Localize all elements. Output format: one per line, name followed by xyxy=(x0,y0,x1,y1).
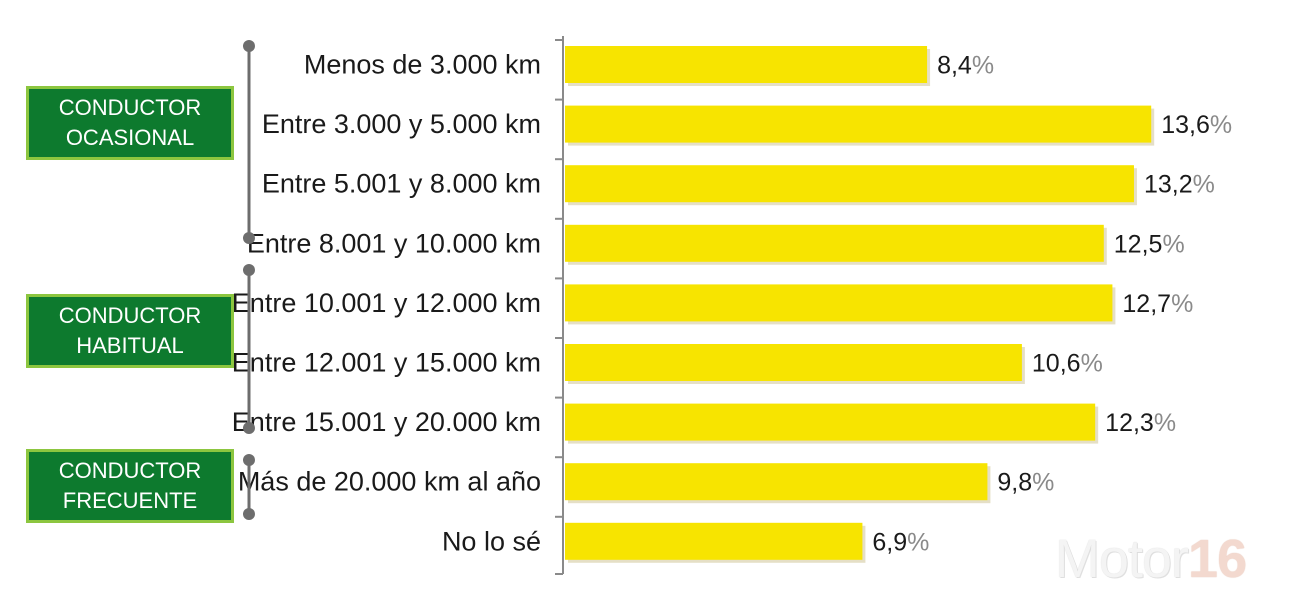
data-label: 12,7% xyxy=(1122,290,1193,318)
data-label: 9,8% xyxy=(997,469,1054,497)
bar xyxy=(565,165,1134,203)
data-label: 13,6% xyxy=(1161,111,1232,139)
group-bracket-dot xyxy=(243,422,255,434)
bar xyxy=(565,284,1113,322)
data-label: 8,4% xyxy=(937,52,994,80)
watermark-number: 16 xyxy=(1188,529,1247,589)
group-bracket-dot xyxy=(243,232,255,244)
bar xyxy=(565,224,1104,262)
data-label: 12,3% xyxy=(1105,409,1176,437)
bar xyxy=(565,463,988,501)
group-label-line: CONDUCTOR xyxy=(58,458,202,483)
group-bracket-dot xyxy=(243,454,255,466)
group-label-line: CONDUCTOR xyxy=(58,95,202,120)
bar xyxy=(565,105,1152,143)
group-label-line: HABITUAL xyxy=(76,333,184,358)
group-label-habitual: CONDUCTOR HABITUAL xyxy=(26,294,234,368)
data-label: 13,2% xyxy=(1144,171,1215,199)
category-label: Entre 5.001 y 8.000 km xyxy=(262,169,541,199)
category-label: Entre 3.000 y 5.000 km xyxy=(262,109,541,139)
group-label-ocasional: CONDUCTOR OCASIONAL xyxy=(26,86,234,160)
group-label-line: FRECUENTE xyxy=(62,488,198,513)
data-label: 12,5% xyxy=(1114,230,1185,258)
motor16-watermark-logo: Motor16 xyxy=(1055,528,1247,590)
watermark-text: Motor xyxy=(1055,529,1189,589)
category-label: Entre 12.001 y 15.000 km xyxy=(232,348,541,378)
group-bracket-dot xyxy=(243,508,255,520)
group-bracket-dot xyxy=(243,40,255,52)
bar xyxy=(565,522,863,560)
bar xyxy=(565,403,1096,441)
category-label: Entre 10.001 y 12.000 km xyxy=(232,288,541,318)
bar xyxy=(565,344,1022,381)
data-label: 10,6% xyxy=(1032,350,1103,378)
group-label-frecuente: CONDUCTOR FRECUENTE xyxy=(26,449,234,523)
data-label: 6,9% xyxy=(872,528,929,556)
group-bracket-dot xyxy=(243,264,255,276)
category-label: Menos de 3.000 km xyxy=(304,50,541,80)
category-label: Más de 20.000 km al año xyxy=(238,467,541,497)
group-label-line: OCASIONAL xyxy=(65,125,195,150)
category-label: Entre 15.001 y 20.000 km xyxy=(232,407,541,437)
category-label: No lo sé xyxy=(442,526,541,556)
group-label-line: CONDUCTOR xyxy=(58,303,202,328)
category-label: Entre 8.001 y 10.000 km xyxy=(247,228,541,258)
bar xyxy=(565,46,928,83)
